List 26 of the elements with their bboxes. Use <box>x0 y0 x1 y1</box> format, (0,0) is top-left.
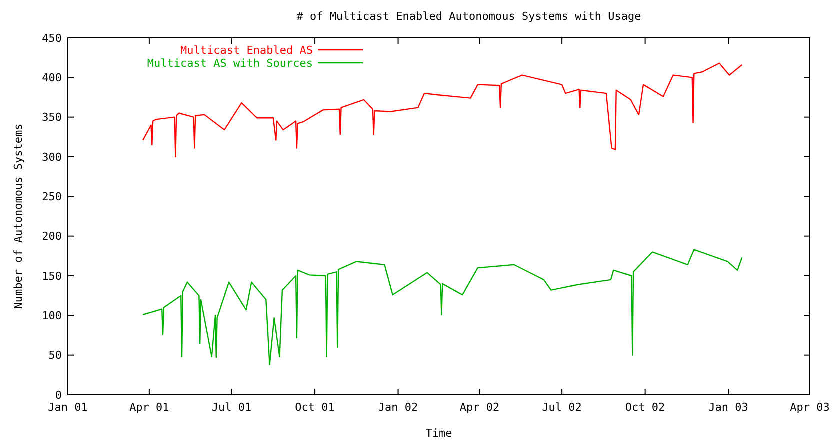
x-tick-label: Apr 03 <box>790 401 830 414</box>
y-tick-label: 300 <box>42 150 62 164</box>
x-axis-title: Time <box>426 427 452 440</box>
chart-title: # of Multicast Enabled Autonomous Systems with Usage <box>296 10 642 23</box>
x-tick-label: Apr 01 <box>130 401 170 414</box>
line-series <box>142 249 743 366</box>
x-tick-label: Jan 01 <box>48 401 88 414</box>
y-tick-label: 450 <box>42 32 62 45</box>
y-axis-title: Number of Autonomous Systems <box>12 124 25 310</box>
y-tick-label: 100 <box>42 310 62 323</box>
x-tick-label: Jul 01 <box>212 401 252 414</box>
legend-label: Multicast Enabled AS <box>180 44 313 57</box>
x-tick-label: Jan 02 <box>378 401 418 414</box>
y-tick-label: 400 <box>42 72 62 85</box>
y-tick-label: 200 <box>42 230 62 244</box>
y-tick-label: 0 <box>55 388 62 402</box>
x-tick-label: Apr 02 <box>460 401 500 414</box>
y-tick-label: 250 <box>42 190 62 204</box>
x-tick-label: Jul 02 <box>542 401 582 414</box>
y-tick-label: 50 <box>48 349 62 362</box>
y-tick-label: 150 <box>42 270 62 283</box>
legend-label: Multicast AS with Sources <box>147 56 313 70</box>
x-tick-label: Oct 01 <box>295 401 335 414</box>
x-tick-label: Oct 02 <box>625 401 666 414</box>
y-tick-label: 350 <box>42 111 62 124</box>
x-tick-label: Jan 03 <box>708 401 748 414</box>
